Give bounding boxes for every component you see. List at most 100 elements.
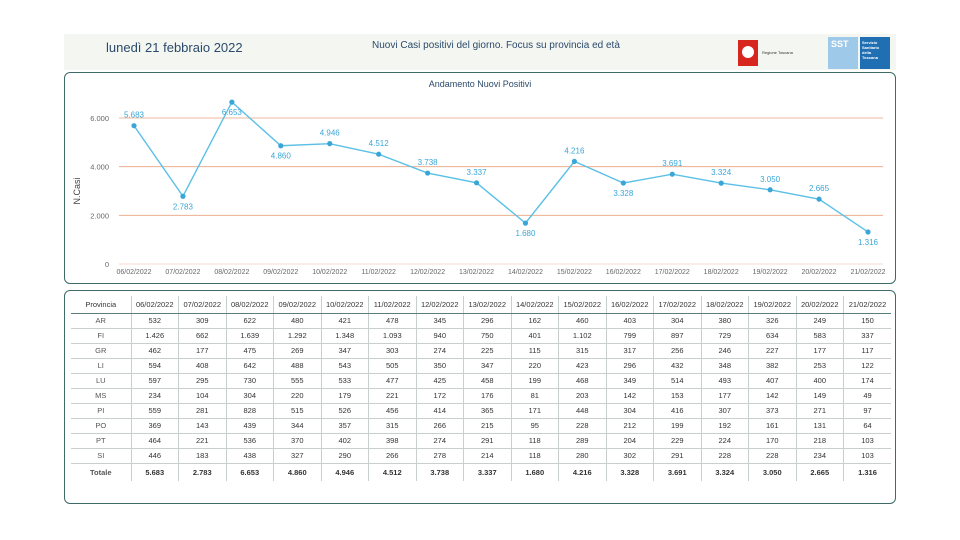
value-cell: 170 — [748, 433, 796, 449]
value-cell: 337 — [843, 328, 891, 344]
value-cell: 309 — [178, 313, 226, 329]
value-cell: 296 — [463, 313, 511, 329]
data-label: 3.050 — [760, 175, 781, 184]
value-cell: 401 — [510, 328, 559, 344]
data-label: 1.316 — [858, 238, 879, 247]
y-tick-label: 6.000 — [90, 114, 109, 123]
value-cell: 344 — [273, 418, 321, 434]
province-cell: MS — [71, 388, 131, 404]
x-tick-label: 07/02/2022 — [165, 269, 200, 276]
data-label: 1.680 — [515, 229, 536, 238]
value-cell: 290 — [320, 448, 369, 464]
value-cell: 515 — [273, 403, 321, 419]
y-tick-label: 0 — [105, 260, 109, 269]
province-cell: Totale — [71, 462, 131, 481]
column-header: 16/02/2022 — [605, 296, 654, 314]
value-cell: 1.093 — [368, 328, 416, 344]
value-cell: 400 — [795, 373, 844, 389]
column-header: 14/02/2022 — [510, 296, 559, 314]
value-cell: 228 — [558, 418, 606, 434]
value-cell: 150 — [843, 313, 891, 329]
value-cell: 289 — [558, 433, 606, 449]
value-cell: 228 — [700, 448, 749, 464]
data-label: 3.337 — [467, 168, 488, 177]
value-cell: 357 — [320, 418, 369, 434]
value-cell: 104 — [178, 388, 226, 404]
data-label: 3.324 — [711, 168, 732, 177]
y-tick-label: 4.000 — [90, 163, 109, 172]
value-cell: 897 — [653, 328, 701, 344]
province-cell: SI — [71, 448, 131, 464]
value-cell: 204 — [605, 433, 654, 449]
province-cell: PO — [71, 418, 131, 434]
table-header-row: Provincia 06/02/2022 07/02/2022 08/02/2022 0… — [71, 296, 891, 314]
value-cell: 253 — [795, 358, 844, 374]
value-cell: 117 — [843, 343, 891, 359]
value-cell: 271 — [795, 403, 844, 419]
value-cell: 143 — [178, 418, 226, 434]
data-point — [473, 180, 480, 186]
x-tick-label: 10/02/2022 — [312, 269, 347, 276]
table-row: LI 594 408 642 488 543 505 350 347 220 423 296 432 34… — [71, 358, 891, 374]
value-cell: 172 — [415, 388, 464, 404]
y-axis-label: N.Casi — [72, 177, 82, 204]
province-cell: PI — [71, 403, 131, 419]
value-cell: 174 — [843, 373, 891, 389]
value-cell: 421 — [320, 313, 369, 329]
value-cell: 103 — [843, 448, 891, 464]
value-cell: 64 — [843, 418, 891, 434]
value-cell: 171 — [510, 403, 559, 419]
value-cell: 373 — [748, 403, 796, 419]
value-cell: 432 — [653, 358, 701, 374]
value-cell: 416 — [653, 403, 701, 419]
value-cell: 218 — [795, 433, 844, 449]
data-label: 3.691 — [662, 159, 683, 168]
x-tick-label: 15/02/2022 — [557, 269, 592, 276]
value-cell: 269 — [273, 343, 321, 359]
value-cell: 281 — [178, 403, 226, 419]
value-cell: 349 — [605, 373, 654, 389]
value-cell: 296 — [605, 358, 654, 374]
value-cell: 3.691 — [653, 462, 701, 481]
sst-logo: SST Servizio Sanitario della Toscana — [828, 37, 892, 69]
value-cell: 221 — [368, 388, 416, 404]
value-cell: 291 — [463, 433, 511, 449]
value-cell: 4.946 — [320, 462, 369, 481]
value-cell: 103 — [843, 433, 891, 449]
value-cell: 1.316 — [843, 462, 891, 481]
value-cell: 555 — [273, 373, 321, 389]
value-cell: 214 — [463, 448, 511, 464]
column-header: 10/02/2022 — [320, 296, 369, 314]
value-cell: 348 — [700, 358, 749, 374]
data-point — [327, 141, 333, 147]
value-cell: 439 — [225, 418, 274, 434]
data-label: 2.783 — [173, 202, 194, 211]
value-cell: 177 — [178, 343, 226, 359]
value-cell: 183 — [178, 448, 226, 464]
value-cell: 224 — [700, 433, 749, 449]
table-row: PI 559 281 828 515 526 456 414 365 171 448 304 416 30… — [71, 403, 891, 419]
value-cell: 462 — [130, 343, 179, 359]
province-cell: GR — [71, 343, 131, 359]
value-cell: 6.653 — [225, 462, 274, 481]
x-tick-label: 16/02/2022 — [606, 269, 641, 276]
value-cell: 458 — [463, 373, 511, 389]
table-row: PO 369 143 439 344 357 315 266 215 95 228 212 199 192… — [71, 418, 891, 434]
value-cell: 1.426 — [130, 328, 179, 344]
x-tick-label: 08/02/2022 — [214, 269, 249, 276]
total-row: Totale 5.683 2.783 6.653 4.860 4.946 4.512 3.73… — [71, 462, 891, 481]
value-cell: 1.292 — [273, 328, 321, 344]
value-cell: 3.324 — [700, 462, 749, 481]
value-cell: 315 — [558, 343, 606, 359]
data-point — [425, 170, 431, 176]
value-cell: 1.639 — [225, 328, 274, 344]
value-cell: 302 — [605, 448, 654, 464]
column-header: 13/02/2022 — [463, 296, 511, 314]
x-tick-label: 19/02/2022 — [753, 269, 788, 276]
value-cell: 274 — [415, 433, 464, 449]
value-cell: 3.328 — [605, 462, 654, 481]
value-cell: 350 — [415, 358, 464, 374]
value-cell: 594 — [130, 358, 179, 374]
series-line — [133, 100, 869, 233]
value-cell: 828 — [225, 403, 274, 419]
